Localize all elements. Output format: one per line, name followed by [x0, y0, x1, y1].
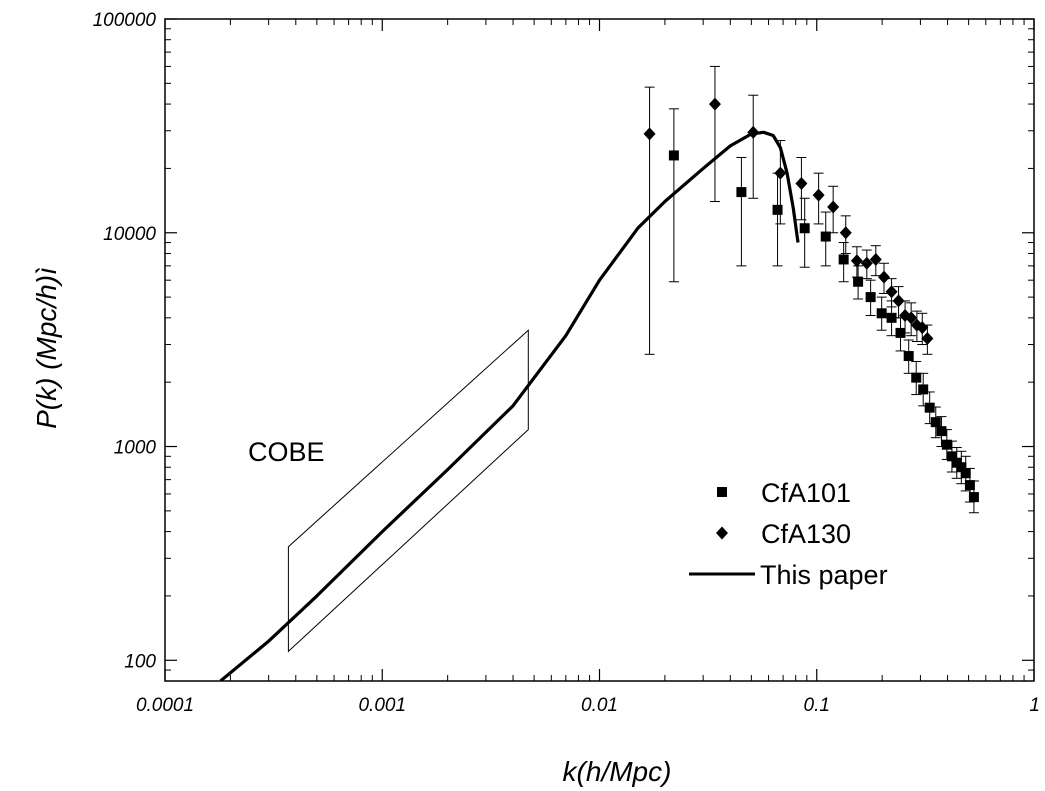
point-cfa101	[924, 402, 935, 413]
point-cfa101	[876, 308, 887, 319]
legend-marker-diamond	[716, 526, 728, 540]
plot-area	[219, 65, 979, 681]
point-cfa101	[964, 480, 975, 491]
axes: 0.0001 0.001 0.01 0.1 1 100 1000 10000 100000	[93, 10, 1040, 716]
point-cfa101	[946, 451, 957, 462]
point-cfa130	[850, 254, 863, 268]
point-cfa101	[936, 426, 947, 437]
point-cfa101	[886, 312, 897, 323]
plot-clip-group	[219, 65, 979, 681]
x-tick-label: 1	[1029, 695, 1040, 716]
point-cfa130	[892, 294, 905, 308]
legend-marker-square	[717, 487, 727, 497]
point-cfa101	[930, 417, 941, 428]
point-cfa101	[968, 492, 979, 503]
y-tick-label: 100000	[93, 10, 157, 31]
point-cfa101	[799, 223, 810, 234]
cobe-annotation-label: COBE	[248, 437, 325, 467]
point-cfa130	[839, 226, 852, 240]
point-cfa130	[643, 127, 656, 141]
cobe-box	[287, 329, 529, 653]
point-cfa101	[668, 150, 679, 161]
point-cfa130	[905, 311, 918, 325]
y-axis-title: P(k) (Mpc/h)ì	[31, 267, 62, 429]
point-cfa130	[774, 166, 787, 180]
x-tick-label: 0.1	[804, 695, 830, 716]
point-cfa101	[911, 372, 922, 383]
x-tick-label: 0.01	[581, 695, 618, 716]
legend-label: CfA130	[761, 519, 851, 549]
point-cfa101	[918, 384, 929, 395]
point-cfa130	[916, 321, 929, 335]
point-cfa101	[838, 254, 849, 265]
point-cfa101	[941, 439, 952, 450]
point-cfa130	[885, 285, 898, 299]
point-cfa130	[921, 332, 934, 346]
point-cfa130	[869, 252, 882, 266]
x-tick-label: 0.0001	[136, 695, 194, 716]
point-cfa130	[795, 177, 808, 191]
point-cfa130	[827, 200, 840, 214]
point-cfa101	[820, 231, 831, 242]
point-cfa101	[865, 292, 876, 303]
x-axis-title: k(h/Mpc)	[563, 756, 672, 787]
point-cfa130	[812, 188, 825, 202]
y-tick-label: 1000	[114, 438, 157, 459]
x-tick-label: 0.001	[358, 695, 406, 716]
point-cfa101	[736, 187, 747, 198]
point-cfa101	[853, 276, 864, 287]
point-cfa101	[772, 204, 783, 215]
legend: CfA101 CfA130 This paper	[689, 478, 888, 590]
model-curve-this-paper	[219, 130, 800, 681]
point-cfa101	[960, 468, 971, 479]
point-cfa130	[860, 256, 873, 270]
point-cfa101	[903, 351, 914, 362]
point-cfa130	[708, 97, 721, 111]
legend-label: This paper	[760, 560, 888, 590]
y-tick-label: 10000	[103, 224, 156, 245]
point-cfa101	[956, 462, 967, 473]
axes-frame	[164, 18, 1035, 682]
legend-label: CfA101	[761, 478, 851, 508]
y-tick-label: 100	[124, 651, 156, 672]
point-cfa130	[878, 270, 891, 284]
